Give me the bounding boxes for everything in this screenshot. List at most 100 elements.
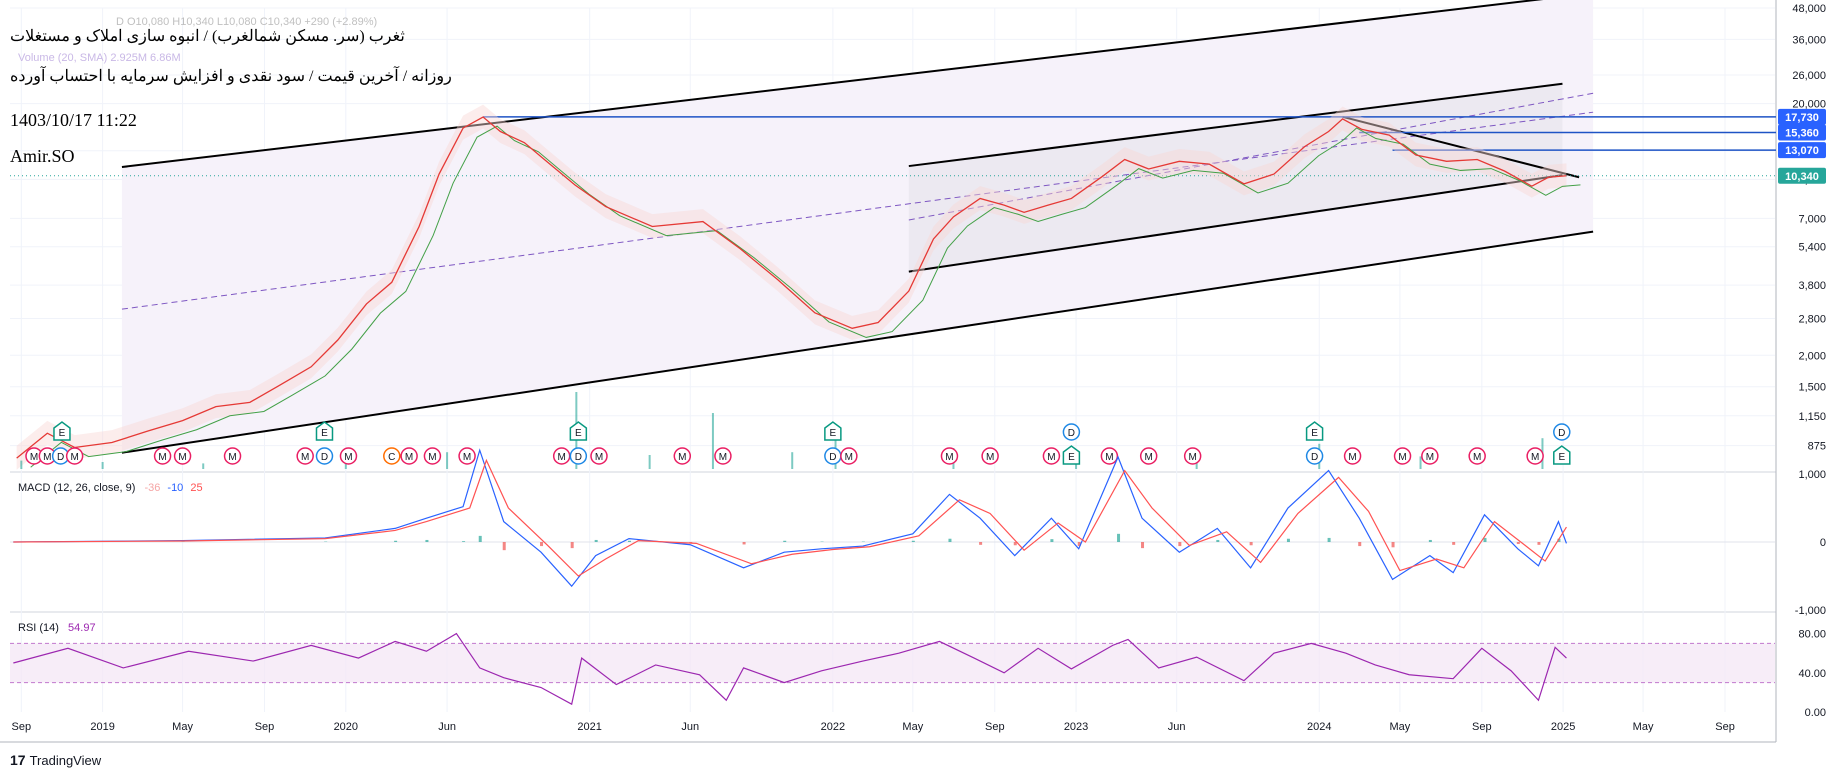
macd-legend[interactable]: MACD (12, 26, close, 9) -36 -10 25 <box>18 482 203 494</box>
event-marker-label: M <box>405 452 413 463</box>
event-marker-label: M <box>43 452 51 463</box>
macd-histogram-bar <box>979 542 982 545</box>
macd-histogram-bar <box>1117 534 1120 542</box>
event-marker-label: M <box>1531 452 1539 463</box>
time-tick-label: Sep <box>985 721 1005 733</box>
macd-histogram-bar <box>1216 540 1219 542</box>
price-tick-label: 2,000 <box>1798 350 1826 362</box>
macd-histogram-bar <box>571 542 574 548</box>
annotation-datetime: 1403/10/17 11:22 <box>10 110 137 131</box>
macd-title: MACD (12, 26, close, 9) <box>18 482 135 494</box>
event-marker-label: M <box>158 452 166 463</box>
volume-bar <box>20 461 22 469</box>
macd-histogram-bar <box>1537 542 1540 545</box>
macd-histogram-bar <box>595 540 598 542</box>
upper-event-marker-label: E <box>321 428 328 439</box>
price-tick-label: 7,000 <box>1798 213 1826 225</box>
macd-histogram-bar <box>1178 542 1181 546</box>
price-tick-label: 2,800 <box>1798 314 1826 326</box>
macd-histogram-bar <box>1328 538 1331 542</box>
tradingview-brand: TradingView <box>30 753 102 768</box>
event-marker-label: M <box>678 452 686 463</box>
price-level-label: 13,070 <box>1785 145 1819 157</box>
rsi-legend[interactable]: RSI (14) 54.97 <box>18 622 96 634</box>
time-tick-label: Sep <box>1472 721 1492 733</box>
upper-event-marker-label: E <box>575 428 582 439</box>
price-level-label: 15,360 <box>1785 128 1819 140</box>
tradingview-logo[interactable]: 17 TradingView <box>10 752 101 768</box>
time-tick-label: 2024 <box>1307 721 1331 733</box>
time-tick-label: May <box>902 721 923 733</box>
rsi-tick-label: 0.00 <box>1805 707 1826 719</box>
annotation-title: ثغرب (سر. مسکن شمالغرب) / انبوه سازی امل… <box>10 26 405 46</box>
macd-histogram-bar <box>1358 542 1361 546</box>
event-marker-label: D <box>57 452 64 463</box>
rsi-title: RSI (14) <box>18 622 59 634</box>
event-marker-label: M <box>1105 452 1113 463</box>
macd-signal-value: 25 <box>190 482 202 494</box>
upper-event-marker-label: E <box>830 428 837 439</box>
annotation-author: Amir.SO <box>10 146 75 167</box>
time-tick-label: Jun <box>681 721 699 733</box>
upper-event-marker-label: E <box>1311 428 1318 439</box>
macd-histogram-bar <box>1050 539 1053 542</box>
time-tick-label: Sep <box>12 721 32 733</box>
macd-histogram-bar <box>1517 542 1520 544</box>
time-tick-label: May <box>172 721 193 733</box>
time-tick-label: Jun <box>438 721 456 733</box>
rsi-tick-label: 40.00 <box>1798 668 1826 680</box>
volume-label: Volume (20, SMA) 2.925M 6.86M <box>18 52 181 64</box>
macd-hist-value: -36 <box>144 482 160 494</box>
event-marker-label: E <box>1558 452 1565 463</box>
event-marker-label: M <box>228 452 236 463</box>
event-marker-label: M <box>1348 452 1356 463</box>
event-marker-label: M <box>945 452 953 463</box>
event-marker-label: M <box>595 452 603 463</box>
macd-tick-label: 0 <box>1820 537 1826 549</box>
event-marker-label: M <box>1047 452 1055 463</box>
macd-histogram-bar <box>462 541 465 542</box>
tradingview-logo-icon: 17 <box>10 752 26 768</box>
event-marker-label: M <box>344 452 352 463</box>
price-tick-label: 48,000 <box>1792 3 1826 15</box>
annotation-subtitle: روزانه / آخرین قیمت / سود نقدی و افزایش … <box>10 66 452 86</box>
macd-histogram-bar <box>948 539 951 542</box>
macd-histogram-bar <box>1429 540 1432 542</box>
upper-event-marker-label: E <box>59 428 66 439</box>
event-marker-label: M <box>1145 452 1153 463</box>
price-tick-label: 1,500 <box>1798 382 1826 394</box>
macd-histogram-bar <box>540 542 543 546</box>
macd-tick-label: -1,000 <box>1795 605 1826 617</box>
event-marker-label: M <box>1426 452 1434 463</box>
time-tick-label: Jun <box>1168 721 1186 733</box>
time-tick-label: 2019 <box>90 721 114 733</box>
macd-histogram-bar <box>503 542 506 550</box>
volume-bar <box>446 452 448 469</box>
time-tick-label: Sep <box>255 721 275 733</box>
macd-histogram-bar <box>912 541 915 542</box>
event-marker-label: D <box>575 452 582 463</box>
price-tick-label: 26,000 <box>1792 70 1826 82</box>
event-marker-label: M <box>428 452 436 463</box>
macd-histogram-bar <box>783 541 786 542</box>
macd-histogram-bar <box>1250 542 1253 545</box>
macd-tick-label: 1,000 <box>1798 469 1826 481</box>
event-marker-label: M <box>986 452 994 463</box>
macd-line-value: -10 <box>167 482 183 494</box>
rsi-tick-label: 80.00 <box>1798 629 1826 641</box>
time-tick-label: 2020 <box>334 721 358 733</box>
macd-histogram-bar <box>1392 542 1395 547</box>
macd-histogram-bar <box>1287 539 1290 542</box>
event-marker-label: C <box>388 452 395 463</box>
event-marker-label: M <box>1188 452 1196 463</box>
volume-bar <box>102 462 104 469</box>
price-tick-label: 875 <box>1808 441 1826 453</box>
macd-histogram-bar <box>743 542 746 544</box>
event-marker-label: M <box>719 452 727 463</box>
upper-event-marker-label: D <box>1068 428 1075 439</box>
macd-histogram-bar <box>425 540 428 542</box>
time-tick-label: 2021 <box>577 721 601 733</box>
event-marker-label: D <box>829 452 836 463</box>
